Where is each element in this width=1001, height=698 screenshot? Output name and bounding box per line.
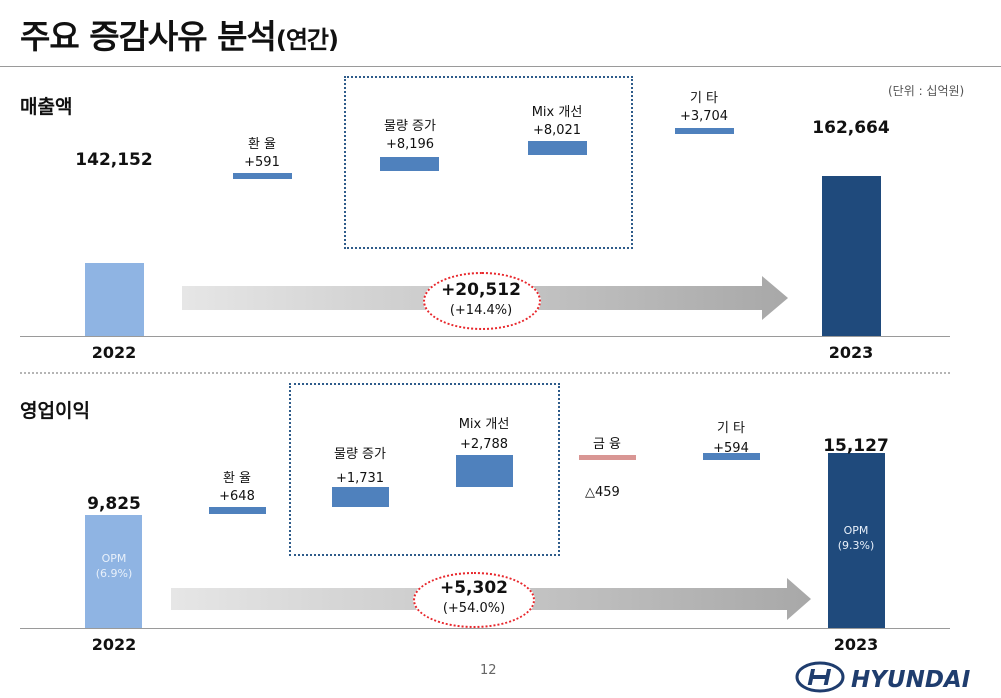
- page-title: 주요 증감사유 분석(연간): [20, 10, 339, 58]
- profit-bar-volume: [332, 487, 389, 507]
- revenue-category-volume: 물량 증가: [384, 119, 436, 134]
- revenue-value-2023: 162,664: [812, 118, 890, 138]
- unit-note: (단위 : 십억원): [888, 84, 965, 98]
- header-divider: [0, 66, 1001, 67]
- profit-category-volume: 물량 증가: [334, 447, 386, 462]
- revenue-bar-mix: [528, 141, 587, 155]
- profit-opm-value-2023: (9.3%): [837, 539, 875, 552]
- profit-opm-2022: OPM (6.9%): [85, 551, 143, 581]
- revenue-total-change: +20,512: [441, 280, 521, 300]
- page-number: 12: [480, 663, 497, 678]
- revenue-total-change-pct: (+14.4%): [449, 303, 513, 318]
- profit-baseline: [20, 628, 950, 629]
- profit-value-finance: △459: [585, 485, 620, 500]
- hyundai-logo-emblem: HYUNDAI: [795, 661, 971, 693]
- profit-bar-fx: [209, 507, 266, 514]
- profit-opm-value-2022: (6.9%): [95, 567, 133, 580]
- profit-bar-finance: [579, 455, 636, 460]
- revenue-category-mix: Mix 개선: [531, 105, 583, 120]
- revenue-value-volume: +8,196: [385, 137, 435, 152]
- profit-section-title: 영업이익: [20, 400, 90, 422]
- profit-value-volume: +1,731: [335, 471, 385, 486]
- profit-bar-2022: [85, 515, 142, 628]
- revenue-category-fx: 환 율: [247, 137, 277, 152]
- profit-total-change-pct: (+54.0%): [442, 601, 506, 616]
- hyundai-logo-text: HYUNDAI: [851, 667, 971, 693]
- profit-total-change-ellipse: [413, 572, 535, 628]
- revenue-value-mix: +8,021: [532, 123, 582, 138]
- profit-value-fx: +648: [219, 489, 255, 504]
- profit-bar-mix: [456, 455, 513, 487]
- profit-year-2022: 2022: [91, 635, 137, 654]
- profit-category-other: 기 타: [716, 421, 746, 436]
- profit-value-2023: 15,127: [823, 436, 889, 456]
- profit-year-2023: 2023: [833, 635, 879, 654]
- profit-bar-2023: [828, 453, 885, 628]
- revenue-total-change-ellipse: [423, 272, 541, 330]
- revenue-category-other: 기 타: [689, 91, 719, 106]
- revenue-volume-mix-box: [344, 76, 633, 249]
- profit-category-fx: 환 율: [222, 471, 252, 486]
- profit-category-finance: 금 융: [592, 437, 622, 452]
- profit-opm-label-2023: OPM: [843, 524, 869, 537]
- profit-value-other: +594: [713, 441, 749, 456]
- revenue-value-2022: 142,152: [75, 150, 153, 170]
- revenue-year-2023: 2023: [828, 343, 874, 362]
- profit-volume-mix-box: [289, 383, 560, 556]
- revenue-bar-2023: [822, 176, 881, 336]
- profit-total-change: +5,302: [439, 578, 509, 598]
- profit-opm-2023: OPM (9.3%): [827, 523, 885, 553]
- profit-category-mix: Mix 개선: [458, 417, 510, 432]
- revenue-value-fx: +591: [244, 155, 280, 170]
- revenue-bar-other: [675, 128, 734, 134]
- revenue-section-title: 매출액: [20, 96, 73, 118]
- section-separator: [20, 372, 950, 374]
- revenue-value-other: +3,704: [679, 109, 729, 124]
- profit-bar-other: [703, 453, 760, 460]
- revenue-year-2022: 2022: [91, 343, 137, 362]
- page-title-sub: (연간): [275, 26, 339, 54]
- revenue-baseline: [20, 336, 950, 337]
- profit-value-mix: +2,788: [459, 437, 509, 452]
- page-title-main: 주요 증감사유 분석: [20, 17, 277, 56]
- profit-value-2022: 9,825: [87, 494, 141, 514]
- revenue-bar-2022: [85, 263, 144, 336]
- profit-opm-label-2022: OPM: [101, 552, 127, 565]
- revenue-bar-fx: [233, 173, 292, 179]
- revenue-bar-volume: [380, 157, 439, 171]
- hyundai-logo: HYUNDAI: [795, 660, 995, 698]
